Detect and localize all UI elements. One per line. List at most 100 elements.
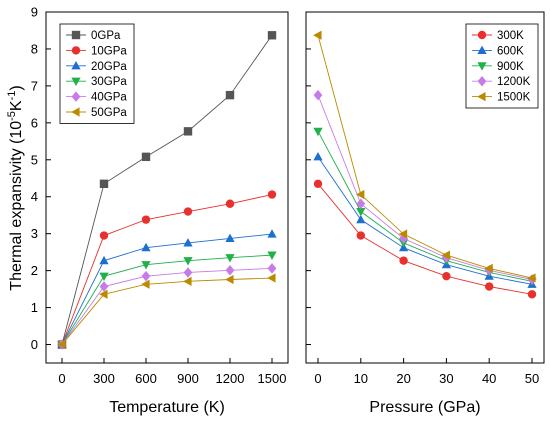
right-series-group (313, 30, 537, 299)
left-x-tick-label: 0 (58, 371, 65, 386)
right-series-600K (313, 152, 537, 288)
left-series-50GPa (57, 273, 276, 350)
right-series-line (317, 156, 533, 285)
right-data-point (527, 273, 536, 283)
left-series-line (61, 277, 273, 345)
right-legend-item: 900K (472, 61, 524, 73)
right-x-tick-label: 50 (525, 371, 539, 386)
right-data-point (484, 263, 493, 274)
left-legend-label: 0GPa (91, 30, 121, 42)
right-x-tick-label: 10 (354, 371, 368, 386)
left-data-point (267, 190, 277, 199)
left-legend-item: 30GPa (66, 76, 127, 88)
left-series-30GPa (57, 251, 277, 350)
left-series-40GPa (57, 263, 277, 350)
right-legend-item: 1200K (472, 75, 531, 88)
left-data-point (141, 242, 151, 252)
left-legend-marker (71, 46, 81, 55)
left-data-point (99, 289, 108, 299)
left-x-tick-label: 300 (93, 371, 115, 386)
left-series-line (61, 35, 273, 345)
left-y-tick-label: 8 (31, 41, 38, 56)
left-series-20GPa (57, 229, 277, 349)
left-y-tick-label: 6 (31, 115, 38, 130)
right-series-1500K (313, 30, 536, 283)
right-legend-marker (477, 75, 487, 87)
right-legend-item: 300K (472, 30, 524, 42)
left-data-point (225, 254, 235, 263)
right-series-line (317, 94, 533, 280)
left-legend-marker (71, 30, 81, 40)
left-legend-marker (71, 77, 81, 87)
right-legend-marker (477, 91, 486, 102)
left-legend-box (59, 23, 135, 124)
left-legend-label: 40GPa (91, 92, 127, 104)
right-data-point (313, 30, 322, 40)
right-legend-label: 1500K (497, 92, 531, 104)
right-legend-marker (477, 45, 487, 54)
left-data-point (267, 263, 277, 274)
left-legend-label: 30GPa (91, 76, 127, 88)
right-legend-label: 1200K (497, 76, 531, 88)
left-y-tick-label: 4 (31, 189, 38, 204)
left-data-point (141, 152, 151, 162)
left-data-point (141, 261, 151, 270)
left-series-line (61, 254, 273, 345)
right-panel: 0 10 20 30 40 50 300K 600K 900K 1200K 1500K Press… (305, 11, 545, 416)
right-axis-ticks: 0 10 20 30 40 50 (306, 11, 539, 386)
left-plot-frame (45, 11, 289, 364)
right-data-point (313, 89, 323, 101)
right-data-point (485, 282, 494, 291)
right-data-point (313, 152, 323, 161)
left-data-point (57, 339, 66, 350)
right-data-point (356, 214, 366, 224)
left-series-line (61, 233, 273, 345)
left-legend-label: 10GPa (91, 45, 127, 57)
left-data-point (99, 231, 109, 240)
right-legend-marker (477, 62, 487, 71)
right-legend-item: 600K (472, 45, 524, 57)
right-data-point (442, 271, 451, 281)
left-panel: 0 300 600 900 1200 1500 0 1 2 3 4 5 6 7 8 9 0GPa 10GPa 20… (31, 5, 289, 416)
left-x-tick-label: 1500 (258, 371, 287, 386)
right-series-line (317, 131, 533, 282)
left-data-point (267, 273, 276, 283)
right-series-900K (313, 127, 537, 287)
left-series-line (61, 194, 273, 345)
left-legend-item: 50GPa (66, 107, 127, 119)
right-legend-item: 1500K (472, 92, 531, 104)
left-x-tick-label: 600 (135, 371, 157, 386)
left-legend-item: 0GPa (66, 30, 121, 42)
right-x-tick-label: 30 (439, 371, 453, 386)
left-data-point (183, 267, 193, 278)
left-legend-marker (71, 107, 80, 117)
right-legend-label: 300K (497, 30, 524, 42)
right-x-tick-label: 20 (396, 371, 410, 386)
right-data-point (399, 256, 408, 265)
left-data-point (267, 31, 277, 40)
right-data-point (398, 229, 408, 239)
left-data-point (183, 238, 193, 247)
left-data-point (141, 279, 150, 289)
left-legend-label: 50GPa (91, 107, 127, 119)
right-data-point (313, 127, 323, 137)
left-legend-item: 20GPa (66, 61, 127, 73)
right-series-line (317, 35, 533, 279)
left-x-tick-label: 900 (177, 371, 199, 386)
right-data-point (355, 189, 365, 200)
left-data-point (183, 276, 192, 286)
left-data-point (141, 215, 151, 224)
right-data-point (356, 198, 366, 210)
right-data-point (356, 207, 366, 217)
left-data-point (99, 281, 109, 292)
right-plot-frame (305, 11, 545, 364)
left-data-point (225, 90, 235, 100)
left-data-point (99, 272, 109, 282)
left-data-point (99, 179, 109, 189)
left-data-point (141, 270, 151, 282)
right-series-1200K (313, 89, 537, 285)
y-axis-title: Thermal expansivity (10-5K-1) (6, 85, 25, 290)
left-data-point (225, 233, 235, 243)
right-legend-label: 900K (497, 61, 524, 73)
